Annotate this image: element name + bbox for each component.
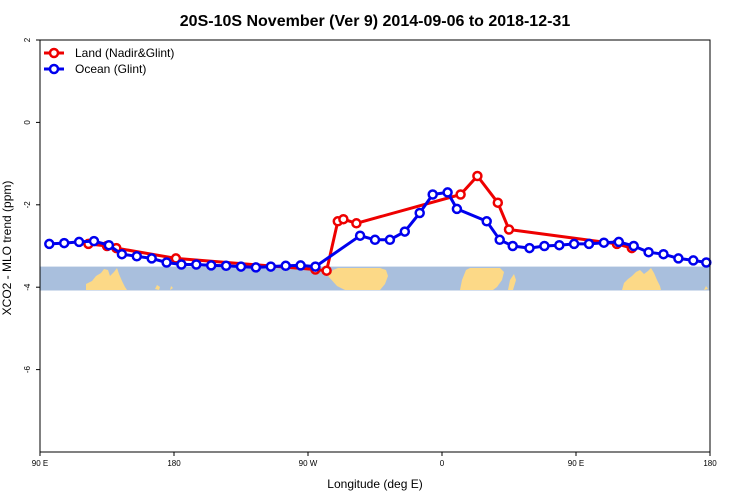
data-point xyxy=(673,253,684,264)
land-shape xyxy=(704,286,708,290)
data-point xyxy=(492,197,504,208)
data-point xyxy=(583,238,595,250)
y-tick-label: -4 xyxy=(23,283,32,291)
y-tick-label: -6 xyxy=(23,365,32,373)
series-layer xyxy=(44,170,712,276)
data-point xyxy=(481,216,492,227)
y-tick-label: 2 xyxy=(23,37,32,42)
y-tick-label: 0 xyxy=(23,120,32,125)
data-point xyxy=(539,240,550,252)
data-point xyxy=(598,237,610,248)
y-axis-label: XCO2 - MLO trend (ppm) xyxy=(0,181,14,316)
x-tick-label: 90 E xyxy=(568,459,584,468)
data-point xyxy=(220,260,232,272)
land-shape xyxy=(460,268,504,290)
data-point xyxy=(235,261,247,272)
data-point xyxy=(58,237,70,249)
data-point xyxy=(73,236,85,248)
data-point xyxy=(351,218,362,229)
legend-ocean-label: Ocean (Glint) xyxy=(75,62,146,76)
data-point xyxy=(613,236,625,248)
data-point xyxy=(427,189,438,200)
data-point xyxy=(568,238,580,250)
data-point xyxy=(321,265,332,276)
data-point xyxy=(265,261,277,272)
y-tick-label: -2 xyxy=(23,201,32,209)
data-point xyxy=(310,261,321,272)
data-point xyxy=(44,238,55,250)
data-point xyxy=(295,260,306,271)
y-axis-ticks: 2 0 -2 -4 -6 xyxy=(23,37,40,373)
data-point xyxy=(131,251,143,262)
data-point xyxy=(280,260,291,272)
data-point xyxy=(628,240,639,252)
data-point xyxy=(524,242,535,254)
data-point xyxy=(455,189,466,200)
data-point xyxy=(643,246,654,258)
legend-ocean-marker xyxy=(48,63,60,75)
data-point xyxy=(205,260,217,271)
x-axis-label: Longitude (deg E) xyxy=(327,477,422,491)
data-point xyxy=(103,239,115,251)
data-point xyxy=(176,259,187,270)
series-ocean xyxy=(44,187,712,273)
data-point xyxy=(414,207,425,219)
data-point xyxy=(250,262,262,273)
data-point xyxy=(658,248,669,260)
data-point xyxy=(451,203,463,215)
x-tick-label: 180 xyxy=(703,459,717,468)
land-shape xyxy=(86,268,127,290)
land-shape xyxy=(328,268,388,290)
legend-land-marker xyxy=(48,47,60,59)
chart-title: 20S-10S November (Ver 9) 2014-09-06 to 2… xyxy=(180,13,571,30)
x-tick-label: 90 E xyxy=(32,459,48,468)
data-point xyxy=(384,234,396,246)
x-tick-label: 90 W xyxy=(299,459,318,468)
data-point xyxy=(503,224,515,235)
data-point xyxy=(507,240,518,252)
data-point xyxy=(701,257,712,268)
data-point xyxy=(472,170,483,182)
plot-frame xyxy=(39,39,711,453)
data-point xyxy=(146,253,157,264)
land-shape xyxy=(508,274,516,290)
data-point xyxy=(442,187,453,198)
land-ocean-band xyxy=(40,266,710,291)
data-point xyxy=(338,213,349,225)
data-point xyxy=(116,248,128,260)
land-shape xyxy=(155,285,160,290)
data-point xyxy=(494,234,505,246)
land-shape xyxy=(622,268,661,290)
x-tick-label: 0 xyxy=(440,459,445,468)
data-point xyxy=(399,226,411,237)
land-shape xyxy=(170,286,173,290)
legend-land-label: Land (Nadir&Glint) xyxy=(75,46,174,60)
data-point xyxy=(354,230,366,241)
legend: Land (Nadir&Glint) Ocean (Glint) xyxy=(44,46,174,76)
data-point xyxy=(191,259,202,270)
data-point xyxy=(88,235,100,247)
x-axis-ticks: 90 E 180 90 W 0 90 E 180 xyxy=(32,452,717,468)
data-point xyxy=(688,255,699,266)
land-shapes xyxy=(86,268,708,290)
data-point xyxy=(369,234,381,246)
x-tick-label: 180 xyxy=(167,459,181,468)
data-point xyxy=(161,257,172,268)
data-point xyxy=(554,239,565,251)
